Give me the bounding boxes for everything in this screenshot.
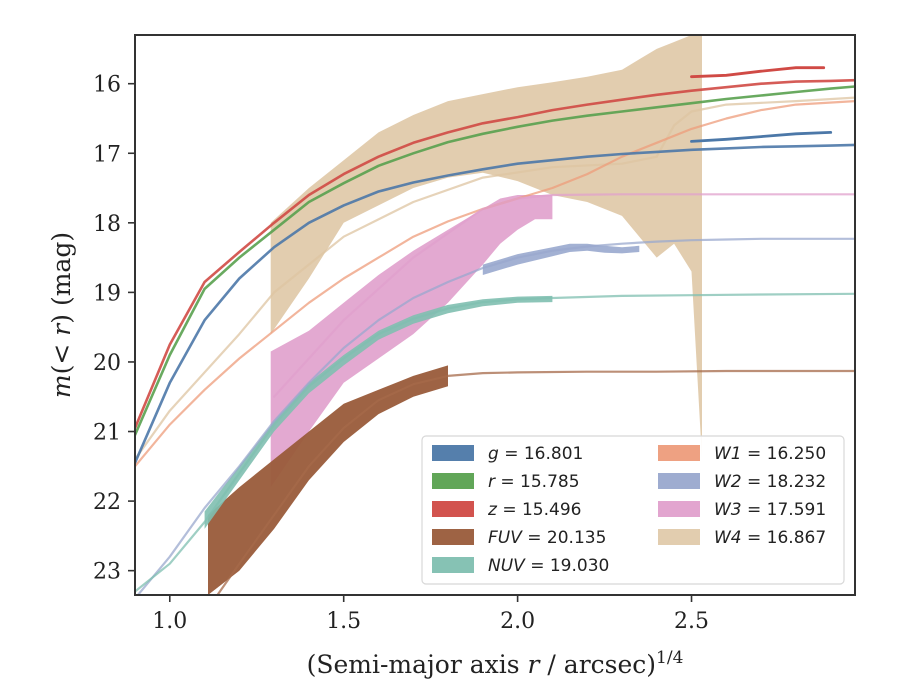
legend-label-r: r = 15.785 [488, 472, 580, 492]
legend-swatch-w3 [658, 501, 700, 517]
legend-label-nuv: NUV = 19.030 [488, 556, 609, 576]
legend-label-z: z = 15.496 [487, 500, 581, 520]
curve-ext-g [690, 131, 833, 143]
curve-fuv [216, 369, 855, 595]
legend-label-w2: W2 = 18.232 [714, 472, 826, 492]
y-tick-label: 16 [93, 73, 121, 98]
curve-w2 [136, 237, 855, 595]
y-axis-label: m(< r) (mag) [47, 232, 76, 398]
y-tick-label: 18 [93, 212, 121, 237]
legend-swatch-r [432, 473, 474, 489]
band-w2 [482, 243, 640, 275]
band-fuv [208, 365, 448, 595]
x-tick-label: 1.5 [326, 609, 361, 634]
band-w3 [270, 195, 553, 488]
profile-curves [135, 66, 855, 595]
y-tick-label: 20 [93, 351, 121, 376]
y-tick-label: 23 [93, 560, 121, 585]
curve-w3 [273, 193, 855, 398]
curve-g [135, 143, 855, 465]
x-axis-label: (Semi-major axis r / arcsec)1/4 [307, 648, 684, 679]
band-w4 [270, 35, 702, 460]
legend-box [421, 435, 845, 585]
curve-nuv [135, 292, 855, 593]
legend-swatch-w1 [658, 445, 700, 461]
uncertainty-bands [204, 35, 702, 595]
legend-label-fuv: FUV = 20.135 [488, 528, 606, 548]
axis-ticks: 1.0 1.5 2.0 2.5 16 17 18 19 20 21 22 23 [93, 73, 709, 634]
curve-z [135, 78, 855, 430]
y-tick-label: 22 [93, 490, 121, 515]
y-tick-label: 17 [93, 142, 121, 167]
x-tick-label: 1.0 [152, 609, 187, 634]
legend-label-w3: W3 = 17.591 [714, 500, 826, 520]
legend-swatch-w2 [658, 473, 700, 489]
x-tick-label: 2.5 [674, 609, 709, 634]
curve-ext-z [690, 66, 826, 79]
legend-swatch-z [432, 501, 474, 517]
legend-swatch-nuv [432, 557, 474, 573]
legend-label-w1: W1 = 16.250 [714, 444, 826, 464]
curve-w4 [135, 96, 855, 461]
x-tick-label: 2.0 [500, 609, 535, 634]
plot-frame [134, 34, 856, 596]
curve-r [135, 85, 855, 437]
legend: g = 16.801 r = 15.785 z = 15.496 FUV = 20.1… [421, 435, 845, 585]
y-tick-label: 21 [93, 421, 121, 446]
y-tick-label: 19 [93, 281, 121, 306]
legend-swatch-g [432, 445, 474, 461]
legend-label-w4: W4 = 16.867 [714, 528, 826, 548]
legend-swatch-w4 [658, 529, 700, 545]
legend-swatch-fuv [432, 529, 474, 545]
legend-label-g: g = 16.801 [488, 444, 583, 464]
